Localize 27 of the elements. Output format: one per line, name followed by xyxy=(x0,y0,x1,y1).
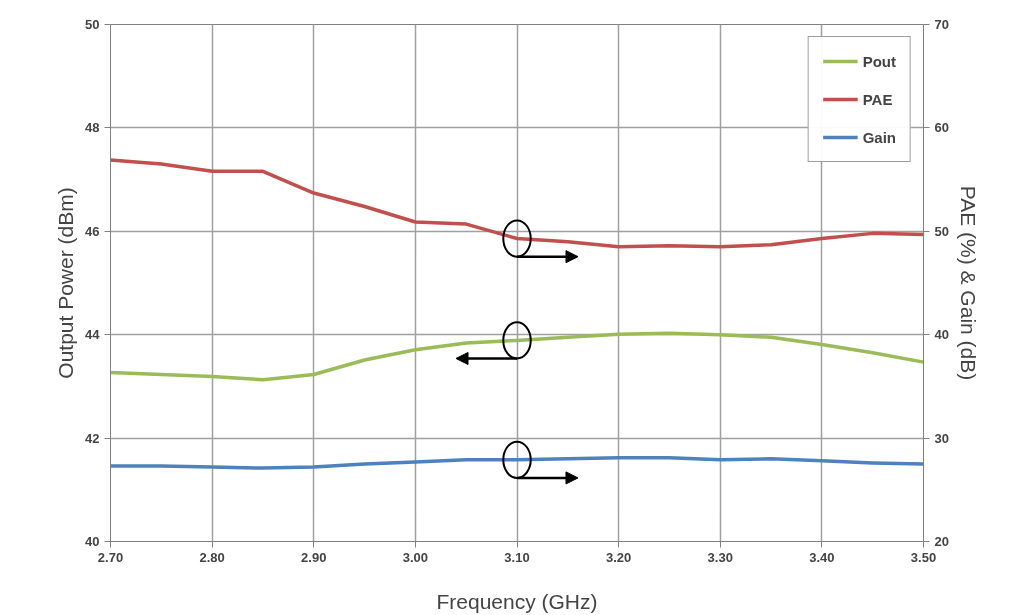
x-axis-title: Frequency (GHz) xyxy=(436,589,598,613)
y-tick-label: 50 xyxy=(85,17,100,32)
x-tick-label: 3.30 xyxy=(707,549,733,565)
y-tick-label: 42 xyxy=(85,430,100,446)
y2-tick-label: 50 xyxy=(934,223,949,239)
x-tick-label: 3.50 xyxy=(910,549,937,565)
y2-tick-label: 60 xyxy=(934,120,949,136)
y2-tick-label: 30 xyxy=(934,430,949,446)
y-tick-label: 40 xyxy=(85,534,100,549)
y-axis-title: Output Power (dBm) xyxy=(54,187,78,379)
x-tick-label: 2.70 xyxy=(97,549,124,565)
legend-label: PAE xyxy=(862,90,893,108)
y2-tick-label: 70 xyxy=(934,17,949,32)
x-tick-label: 3.40 xyxy=(809,549,835,565)
legend-label: Pout xyxy=(862,52,896,70)
y-tick-label: 44 xyxy=(85,327,101,343)
x-tick-label: 2.90 xyxy=(301,549,327,565)
y2-tick-label: 40 xyxy=(934,327,949,343)
x-tick-label: 3.10 xyxy=(504,549,530,565)
x-tick-label: 3.00 xyxy=(402,549,429,565)
x-tick-label: 3.20 xyxy=(605,549,632,565)
y2-axis-title: PAE (%) & Gain (dB) xyxy=(956,185,980,381)
y-tick-label: 48 xyxy=(85,120,100,136)
y2-tick-label: 20 xyxy=(934,534,949,549)
legend-label: Gain xyxy=(862,128,896,146)
x-tick-label: 2.80 xyxy=(199,549,225,565)
y-tick-label: 46 xyxy=(85,223,100,239)
